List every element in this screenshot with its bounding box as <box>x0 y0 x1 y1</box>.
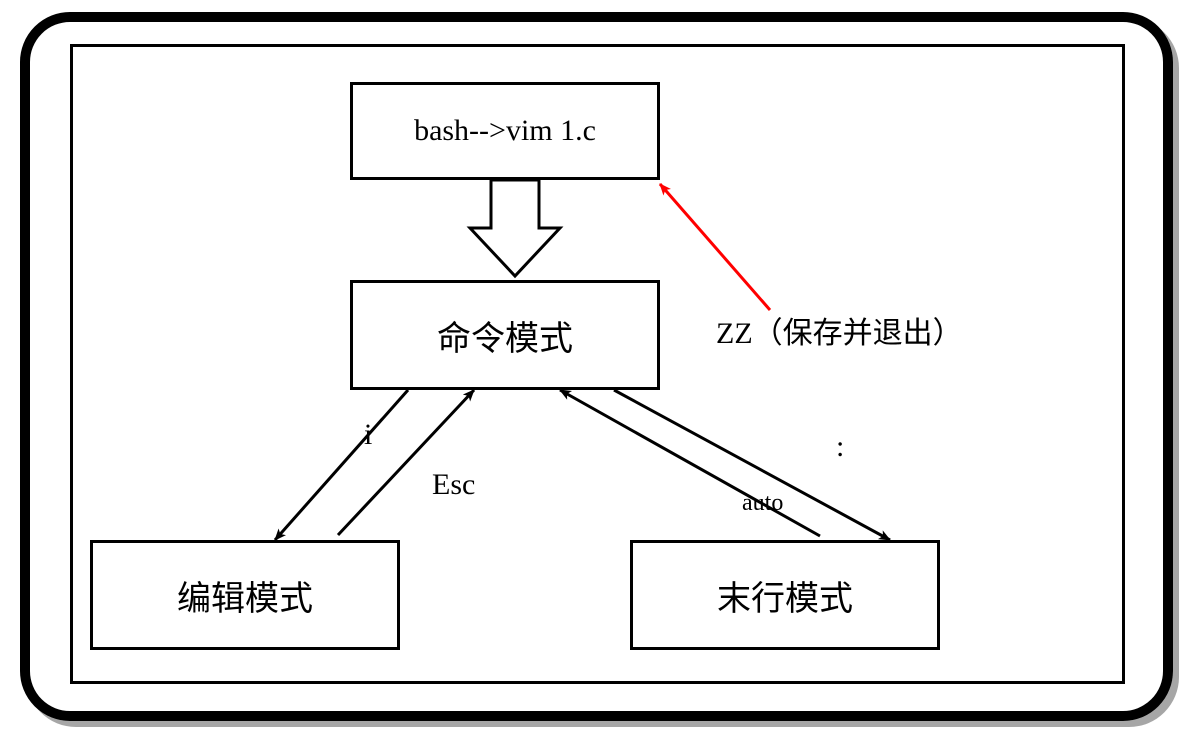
label-i: i <box>364 418 372 452</box>
label-auto: auto <box>742 490 783 517</box>
node-last: 末行模式 <box>630 540 940 650</box>
node-bash: bash-->vim 1.c <box>350 82 660 180</box>
label-esc: Esc <box>432 468 475 502</box>
node-last-label: 末行模式 <box>717 571 853 620</box>
node-bash-label: bash-->vim 1.c <box>414 114 596 148</box>
node-edit: 编辑模式 <box>90 540 400 650</box>
node-command: 命令模式 <box>350 280 660 390</box>
node-edit-label: 编辑模式 <box>177 571 313 620</box>
label-zz: ZZ（保存并退出） <box>716 308 963 352</box>
label-colon: : <box>836 430 844 464</box>
node-command-label: 命令模式 <box>437 311 573 360</box>
